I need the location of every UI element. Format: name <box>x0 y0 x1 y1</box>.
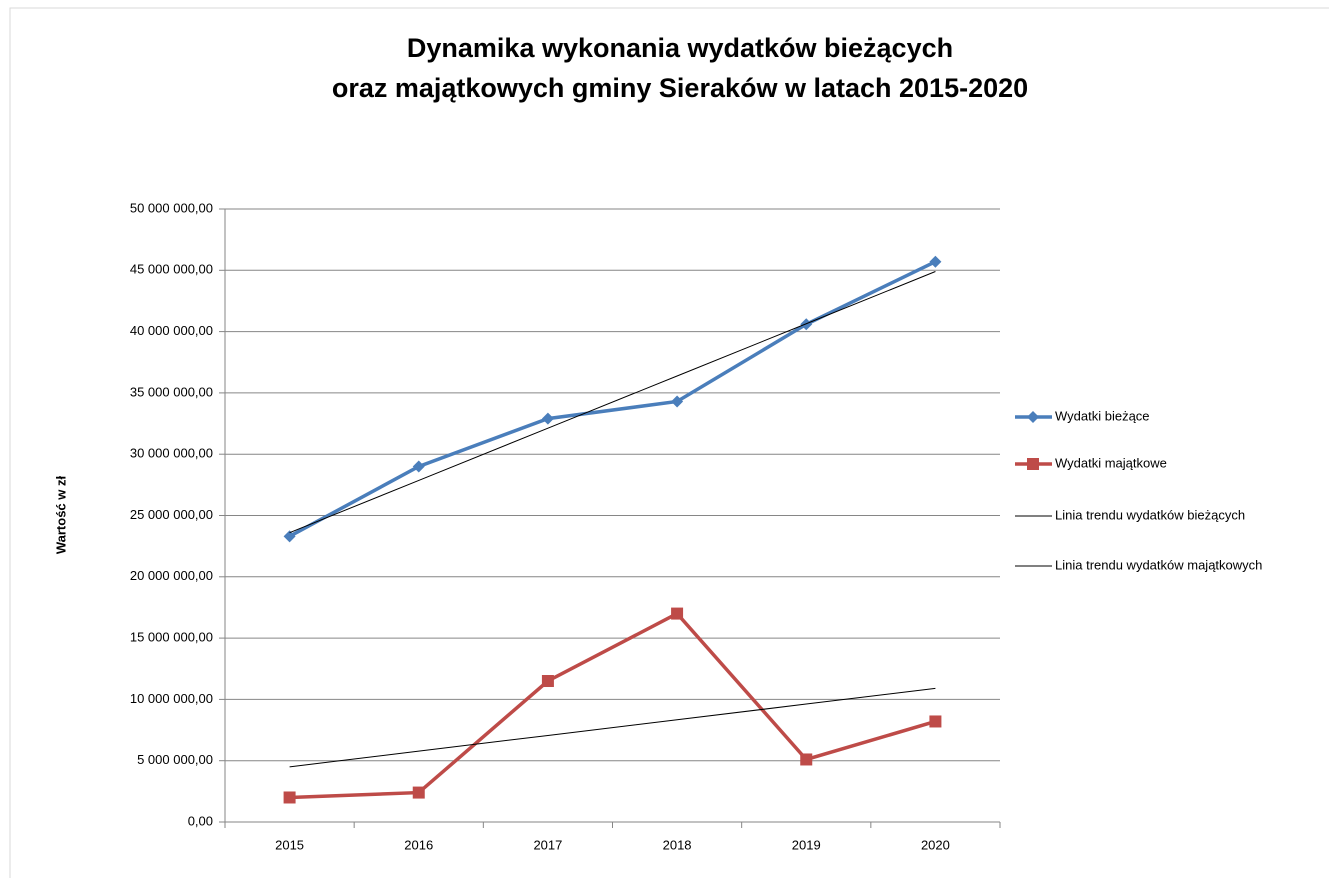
point <box>283 530 296 543</box>
legend-label: Wydatki bieżące <box>1055 408 1150 423</box>
legend-marker <box>1027 458 1039 470</box>
point <box>800 753 813 766</box>
y-tick-label: 25 000 000,00 <box>130 507 213 522</box>
chart-frame <box>9 7 1329 878</box>
legend-marker <box>1027 411 1039 423</box>
y-tick-label: 15 000 000,00 <box>130 630 213 645</box>
point <box>671 607 684 620</box>
legend-label: Wydatki majątkowe <box>1055 455 1167 470</box>
x-tick-label: 2015 <box>275 837 304 852</box>
y-tick-label: 30 000 000,00 <box>130 446 213 461</box>
y-tick-label: 20 000 000,00 <box>130 568 213 583</box>
point <box>541 675 554 688</box>
chart-title: oraz majątkowych gminy Sieraków w latach… <box>332 73 1028 103</box>
x-tick-label: 2019 <box>792 837 821 852</box>
x-tick-label: 2016 <box>404 837 433 852</box>
point <box>283 791 296 804</box>
point <box>929 715 942 728</box>
y-tick-label: 40 000 000,00 <box>130 323 213 338</box>
legend-label: Linia trendu wydatków majątkowych <box>1055 557 1262 572</box>
point <box>412 786 425 799</box>
point <box>541 412 554 425</box>
y-tick-label: 45 000 000,00 <box>130 262 213 277</box>
x-tick-label: 2018 <box>663 837 692 852</box>
series-line <box>289 611 936 800</box>
point <box>671 395 684 408</box>
series-line <box>288 260 937 538</box>
y-tick-label: 0,00 <box>188 813 213 828</box>
y-axis-label: Wartość w zł <box>53 475 68 554</box>
series-line <box>289 271 936 534</box>
x-tick-label: 2017 <box>533 837 562 852</box>
point <box>412 460 425 473</box>
x-tick-label: 2020 <box>921 837 950 852</box>
y-tick-label: 10 000 000,00 <box>130 691 213 706</box>
point <box>929 255 942 268</box>
chart-title: Dynamika wykonania wydatków bieżących <box>407 33 953 63</box>
y-tick-label: 35 000 000,00 <box>130 384 213 399</box>
y-tick-label: 50 000 000,00 <box>130 200 213 215</box>
legend-label: Linia trendu wydatków bieżących <box>1055 507 1245 522</box>
y-tick-label: 5 000 000,00 <box>137 752 213 767</box>
series-line <box>289 687 936 768</box>
